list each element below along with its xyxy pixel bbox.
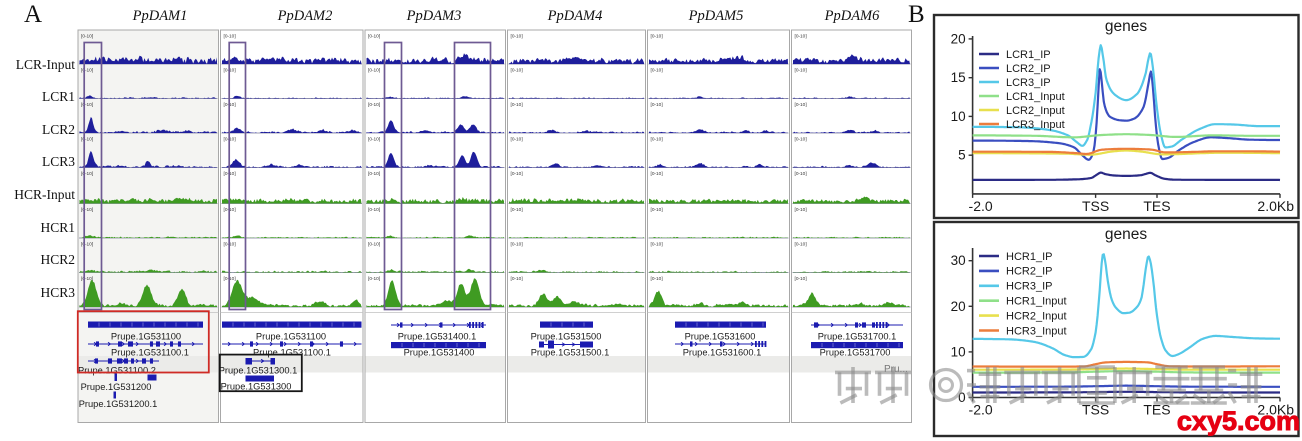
svg-text:Prupe.1G531600: Prupe.1G531600: [685, 332, 756, 342]
svg-text:[0-10]: [0-10]: [511, 137, 523, 143]
svg-text:[0-10]: [0-10]: [368, 137, 380, 143]
svg-text:[0-10]: [0-10]: [511, 276, 523, 282]
svg-text:[0-10]: [0-10]: [511, 207, 523, 213]
svg-text:Prupe.1G531100.1: Prupe.1G531100.1: [111, 348, 189, 358]
svg-text:[0-10]: [0-10]: [224, 34, 236, 40]
svg-text:Prupe.1G531500.1: Prupe.1G531500.1: [531, 348, 610, 358]
svg-text:[0-10]: [0-10]: [81, 207, 93, 213]
svg-text:HCR1_IP: HCR1_IP: [1006, 251, 1052, 263]
svg-text:[0-10]: [0-10]: [81, 68, 93, 74]
svg-text:TSS: TSS: [1082, 198, 1109, 214]
svg-text:LCR1_IP: LCR1_IP: [1006, 49, 1051, 61]
svg-text:Prupe.1G531400.1: Prupe.1G531400.1: [398, 332, 477, 342]
svg-text:[0-10]: [0-10]: [368, 68, 380, 74]
svg-text:[0-10]: [0-10]: [795, 207, 807, 213]
svg-text:LCR3_IP: LCR3_IP: [1006, 77, 1051, 89]
svg-text:[0-10]: [0-10]: [651, 137, 663, 143]
svg-text:HCR1_Input: HCR1_Input: [1006, 296, 1067, 308]
svg-text:[0-10]: [0-10]: [511, 242, 523, 248]
svg-text:[0-10]: [0-10]: [651, 102, 663, 108]
svg-text:[0-10]: [0-10]: [81, 276, 93, 282]
svg-text:[0-10]: [0-10]: [368, 34, 380, 40]
svg-text:-2.0: -2.0: [969, 402, 993, 418]
svg-text:Prupe.1G531400: Prupe.1G531400: [404, 348, 475, 358]
svg-text:LCR1_Input: LCR1_Input: [1006, 91, 1065, 103]
svg-text:TSS: TSS: [1082, 402, 1109, 418]
svg-text:[0-10]: [0-10]: [795, 102, 807, 108]
svg-text:HCR2_Input: HCR2_Input: [1006, 310, 1067, 322]
svg-text:[0-10]: [0-10]: [511, 68, 523, 74]
svg-text:[0-10]: [0-10]: [511, 102, 523, 108]
svg-text:LCR2_IP: LCR2_IP: [1006, 63, 1051, 75]
svg-text:[0-10]: [0-10]: [651, 276, 663, 282]
svg-text:Prupe.1G531500: Prupe.1G531500: [531, 332, 602, 342]
svg-text:Prupe.1G531100: Prupe.1G531100: [256, 332, 326, 342]
svg-text:[0-10]: [0-10]: [795, 171, 807, 177]
svg-text:cxy5.com: cxy5.com: [1177, 406, 1300, 436]
svg-text:[0-10]: [0-10]: [651, 34, 663, 40]
svg-text:5: 5: [958, 148, 966, 163]
svg-text:HCR3_Input: HCR3_Input: [1006, 325, 1067, 337]
svg-text:[0-10]: [0-10]: [81, 242, 93, 248]
svg-text:[0-10]: [0-10]: [795, 68, 807, 74]
svg-text:[0-10]: [0-10]: [81, 102, 93, 108]
svg-text:genes: genes: [1105, 18, 1147, 35]
svg-text:HCR2_IP: HCR2_IP: [1006, 266, 1052, 278]
svg-text:20: 20: [951, 299, 966, 314]
svg-text:[0-10]: [0-10]: [651, 207, 663, 213]
svg-text:[0-10]: [0-10]: [368, 242, 380, 248]
svg-text:Prupe.1G531700: Prupe.1G531700: [820, 348, 891, 358]
svg-text:[0-10]: [0-10]: [81, 137, 93, 143]
svg-text:LCR3_Input: LCR3_Input: [1006, 119, 1065, 131]
svg-text:[0-10]: [0-10]: [368, 102, 380, 108]
svg-text:[0-10]: [0-10]: [795, 276, 807, 282]
svg-text:15: 15: [951, 70, 966, 85]
svg-text:Prupe.1G531200: Prupe.1G531200: [81, 382, 152, 392]
svg-text:10: 10: [951, 109, 966, 124]
svg-text:TES: TES: [1143, 198, 1170, 214]
svg-text:[0-10]: [0-10]: [368, 207, 380, 213]
svg-text:Prupe.1G531300: Prupe.1G531300: [221, 382, 292, 392]
svg-text:Prupe.1G531600.1: Prupe.1G531600.1: [683, 348, 762, 358]
svg-text:[0-10]: [0-10]: [795, 242, 807, 248]
svg-text:20: 20: [951, 31, 966, 46]
svg-text:2.0Kb: 2.0Kb: [1257, 402, 1294, 418]
svg-text:HCR3_IP: HCR3_IP: [1006, 281, 1052, 293]
svg-text:30: 30: [951, 253, 966, 268]
svg-text:2.0Kb: 2.0Kb: [1257, 198, 1294, 214]
svg-text:[0-10]: [0-10]: [795, 34, 807, 40]
svg-text:-2.0: -2.0: [969, 198, 993, 214]
svg-text:[0-10]: [0-10]: [795, 137, 807, 143]
svg-text:10: 10: [951, 344, 966, 359]
svg-text:[0-10]: [0-10]: [81, 34, 93, 40]
svg-text:[0-10]: [0-10]: [511, 34, 523, 40]
svg-text:TES: TES: [1143, 402, 1170, 418]
svg-text:Prupe.1G531300.1: Prupe.1G531300.1: [219, 366, 298, 376]
svg-text:Prupe.1G531200.1: Prupe.1G531200.1: [79, 399, 158, 409]
svg-text:LCR2_Input: LCR2_Input: [1006, 105, 1065, 117]
svg-text:genes: genes: [1105, 226, 1147, 243]
svg-text:[0-10]: [0-10]: [651, 242, 663, 248]
svg-text:Prupe.1G531100.2: Prupe.1G531100.2: [78, 366, 156, 376]
svg-text:[0-10]: [0-10]: [651, 171, 663, 177]
svg-text:Pru...: Pru...: [884, 364, 908, 375]
svg-text:Prupe.1G531700.1: Prupe.1G531700.1: [818, 332, 897, 342]
svg-text:[0-10]: [0-10]: [511, 171, 523, 177]
svg-text:[0-10]: [0-10]: [368, 171, 380, 177]
svg-text:[0-10]: [0-10]: [368, 276, 380, 282]
svg-text:Prupe.1G531100: Prupe.1G531100: [111, 332, 181, 342]
svg-text:[0-10]: [0-10]: [651, 68, 663, 74]
svg-text:[0-10]: [0-10]: [81, 171, 93, 177]
svg-text:0: 0: [958, 390, 966, 405]
svg-text:Prupe.1G531100.1: Prupe.1G531100.1: [253, 348, 331, 358]
